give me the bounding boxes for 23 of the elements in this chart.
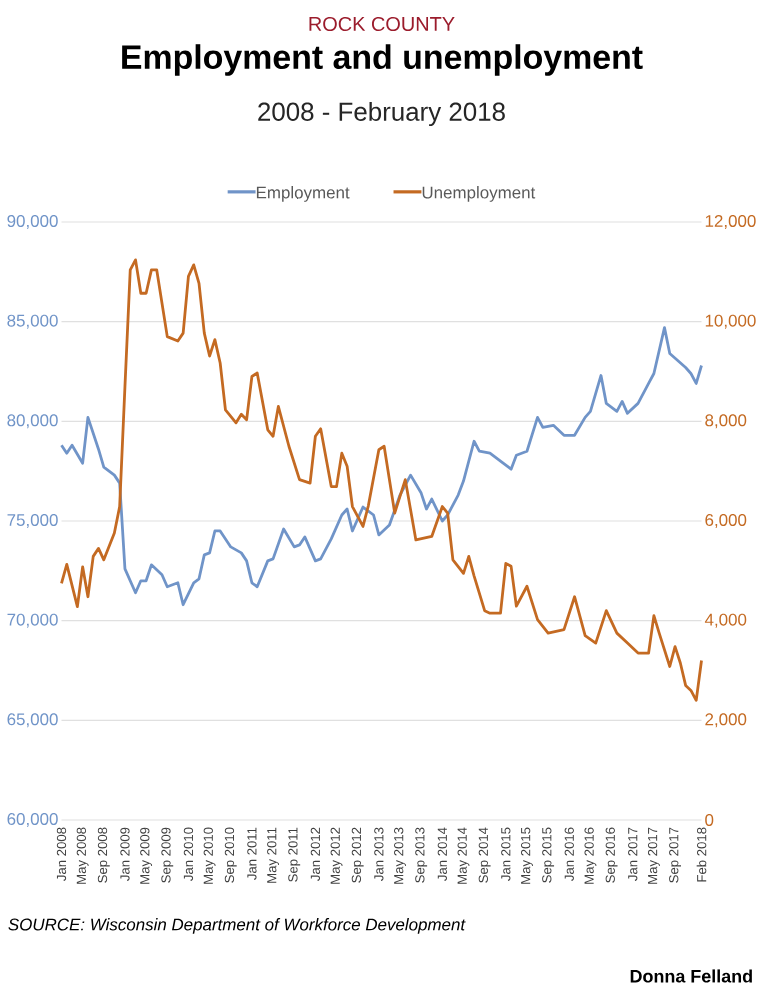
y-tick-label: 85,000 bbox=[6, 314, 58, 329]
y-tick-label: 80,000 bbox=[6, 414, 58, 429]
y2-tick-label: 10,000 bbox=[705, 314, 756, 329]
y-tick-label: 90,000 bbox=[6, 215, 58, 229]
y2-tick-label: 12,000 bbox=[705, 214, 756, 229]
y-tick-label: 65,000 bbox=[7, 713, 58, 728]
y2-tick-label: 2,000 bbox=[704, 713, 746, 728]
y-tick-label: 60,000 bbox=[7, 813, 58, 827]
y2-tick-label: 8,000 bbox=[704, 414, 746, 429]
chart-subtitle: 2008 - February 2018 bbox=[257, 101, 505, 127]
source-note: SOURCE: Wisconsin Department of Workforce Development bbox=[7, 918, 466, 934]
chart-title: Employment and unemployment bbox=[121, 44, 643, 76]
line-series bbox=[59, 258, 703, 702]
y2-tick-label: 4,000 bbox=[704, 613, 746, 628]
line-series bbox=[59, 326, 703, 607]
y2-tick-label: 0 bbox=[704, 814, 713, 826]
y2-tick-label: 6,000 bbox=[704, 514, 746, 528]
y-tick-label: 70,000 bbox=[7, 613, 58, 628]
y-tick-label: 75,000 bbox=[7, 514, 58, 528]
legend-label: Unemployment bbox=[422, 186, 535, 202]
text: ROCK COUNTY bbox=[309, 16, 455, 32]
text: Donna Felland bbox=[630, 969, 752, 983]
legend-label: Employment bbox=[256, 186, 350, 202]
